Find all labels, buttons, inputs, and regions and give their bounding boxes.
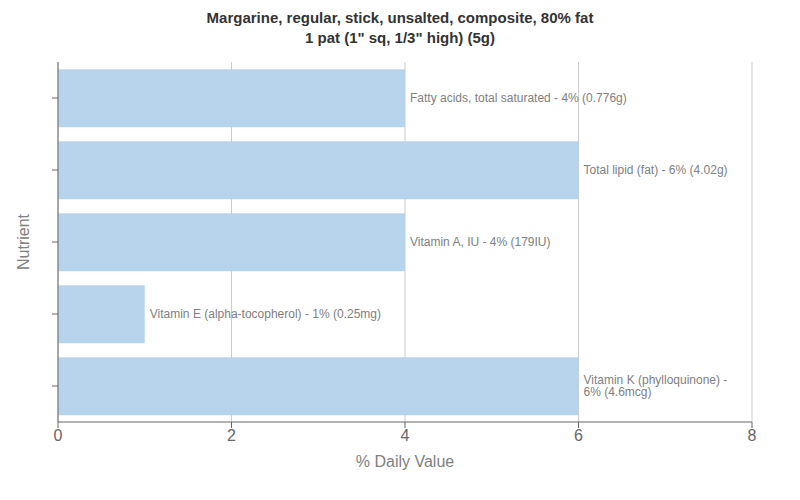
svg-text:Vitamin E (alpha-tocopherol) -: Vitamin E (alpha-tocopherol) - 1% (0.25m…	[150, 307, 381, 321]
svg-text:Nutrient: Nutrient	[15, 213, 32, 270]
svg-text:2: 2	[227, 427, 236, 444]
html-text:1 pat (1" sq, 1/3" high) (5g): 1 pat (1" sq, 1/3" high) (5g)	[305, 29, 495, 46]
svg-text:4: 4	[401, 427, 410, 444]
svg-text:Fatty acids, total saturated -: Fatty acids, total saturated - 4% (0.776…	[410, 91, 627, 105]
svg-text:Total lipid (fat) - 6% (4.02g): Total lipid (fat) - 6% (4.02g)	[584, 163, 728, 177]
svg-text:0: 0	[54, 427, 63, 444]
svg-text:8: 8	[748, 427, 757, 444]
svg-text:% Daily Value: % Daily Value	[356, 453, 455, 470]
svg-text:Vitamin K (phylloquinone) -6%: Vitamin K (phylloquinone) -6% (4.6mcg)	[584, 373, 728, 399]
html-text:Margarine, regular, stick, uns: Margarine, regular, stick, unsalted, com…	[206, 9, 594, 26]
svg-text:6: 6	[574, 427, 583, 444]
svg-text:Vitamin A, IU - 4% (179IU): Vitamin A, IU - 4% (179IU)	[410, 235, 551, 249]
